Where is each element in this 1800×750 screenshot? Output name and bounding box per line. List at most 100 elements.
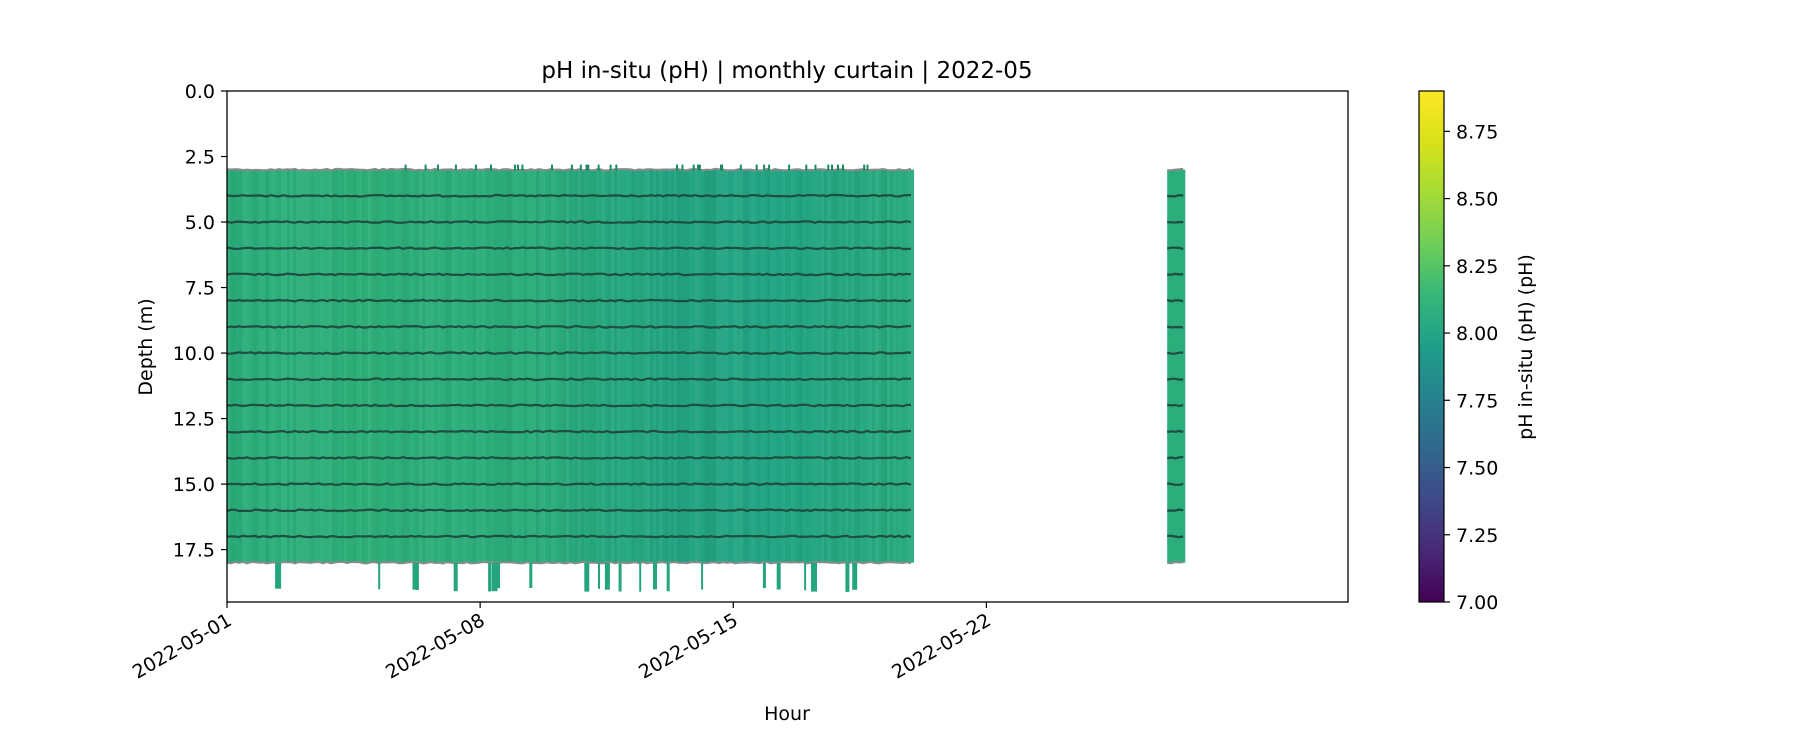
data-block [1166,167,1186,565]
heatmap-cell [395,170,398,563]
chart-title: pH in-situ (pH) | monthly curtain | 2022… [541,58,1032,84]
heatmap-cell [440,170,443,563]
colorbar-tick-label: 7.00 [1456,592,1498,614]
heatmap-cell [566,170,569,563]
heatmap-cell [269,170,272,563]
surface-spike [514,164,516,171]
colorbar-tick-label: 7.50 [1456,458,1498,480]
heatmap-cell [359,170,362,563]
heatmap-cell [434,170,437,563]
surface-spike [788,164,791,171]
deep-spike [412,562,418,590]
heatmap-cell [542,169,545,563]
heatmap-cell [809,170,812,563]
heatmap-cell [686,170,689,563]
heatmap-cell [494,170,497,563]
heatmap-cell [281,169,284,563]
heatmap-cell [668,170,671,563]
heatmap-cell [905,170,908,563]
heatmap-cell [320,170,323,563]
heatmap-cell [569,170,572,563]
sensor-depth-line [1167,193,1184,198]
heatmap-cell [455,170,458,563]
sensor-depth-line [226,429,912,434]
sensor-depth-line [1167,246,1184,250]
sensor-depth-line [1167,220,1184,224]
sensor-depth-line [1166,325,1184,329]
heatmap-cell [860,170,863,563]
heatmap-cell [878,170,881,563]
heatmap-cell [593,170,596,563]
sensor-depth-line [226,167,912,172]
heatmap-cell [899,170,902,563]
sensor-depth-line [1167,167,1184,172]
sensor-depth-line [1167,561,1184,565]
heatmap-cell [377,170,380,563]
heatmap-cell [908,170,911,563]
surface-spike [814,164,817,171]
heatmap-cell [653,170,656,563]
y-tick-label: 12.5 [173,409,215,431]
heatmap-cell [482,169,485,563]
surface-spike [768,164,771,171]
heatmap-cell [647,169,650,563]
heatmap-cell [539,170,542,563]
heatmap-cell [623,170,626,563]
deep-spike [415,562,419,590]
colorbar-tick-label: 8.75 [1456,121,1498,143]
sensor-depth-line [226,560,912,565]
surface-spike [404,164,407,171]
heatmap-cell [749,170,752,563]
heatmap-cell [404,169,407,563]
sensor-depth-line [226,455,912,460]
sensor-depth-line [1167,482,1184,486]
heatmap-cell [845,170,848,563]
x-tick-label: 2022-05-15 [635,609,742,683]
heatmap-cell [503,170,506,563]
sensor-depth-line [1167,403,1184,408]
heatmap-cell [302,170,305,563]
heatmap-cell [776,170,779,563]
heatmap-cell [275,170,278,563]
heatmap-cell [431,170,434,563]
heatmap-cell [806,170,809,563]
data-block [226,164,917,592]
heatmap-cell [371,170,374,563]
deep-spike [811,562,817,592]
heatmap-cell [755,170,758,563]
heatmap-cell [725,169,728,563]
heatmap-cell [413,170,416,563]
surface-spike [697,164,699,171]
heatmap-cell [875,169,878,563]
heatmap-cell [356,170,359,563]
heatmap-cell [578,170,581,563]
surface-spike [681,164,684,171]
heatmap-cell [722,170,725,563]
heatmap-cell [311,170,314,563]
surface-spike [474,164,477,171]
heatmap-cell [368,169,371,563]
heatmap-cell [308,170,311,563]
heatmap-cell [563,170,566,563]
sensor-depth-line [1167,272,1184,276]
heatmap-cell [521,170,524,563]
heatmap-cell [713,169,716,563]
heatmap-cell [800,169,803,563]
heatmap-cell [449,170,452,563]
heatmap-cell [335,170,338,563]
deep-spike [852,562,858,590]
colorbar-tick-label: 7.25 [1456,525,1498,547]
heatmap-cell [740,169,743,563]
heatmap-cell [323,170,326,563]
heatmap-cell [587,170,590,563]
heatmap-cell [710,170,713,563]
heatmap-cell [347,170,350,563]
heatmap-cell [245,169,248,563]
heatmap-cell [656,170,659,563]
surface-spike [521,164,524,171]
sensor-depth-line [227,534,912,539]
heatmap-cell [641,170,644,563]
heatmap-cell [284,170,287,563]
deep-spike [804,562,807,591]
surface-spike [424,164,427,171]
